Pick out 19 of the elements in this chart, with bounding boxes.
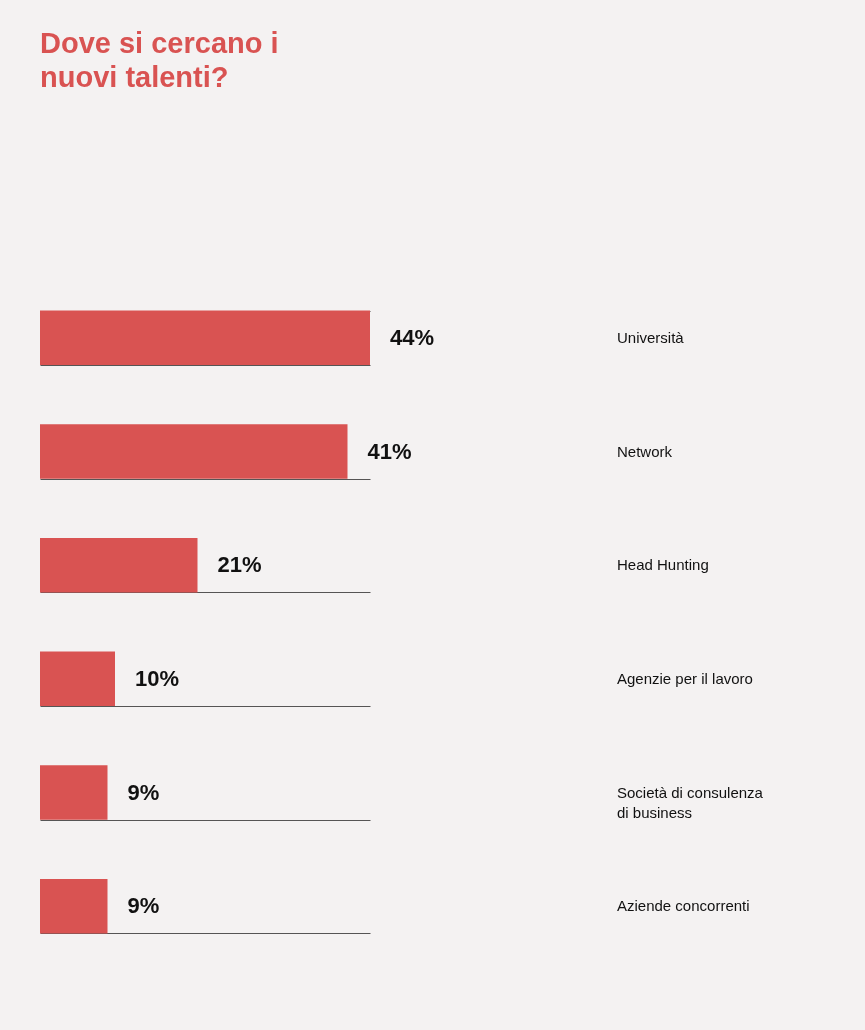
data-label: 9% <box>127 893 160 919</box>
bar <box>40 765 108 820</box>
bar <box>40 537 198 593</box>
data-label: 9% <box>127 779 160 805</box>
y-tick-label: Agenzie per il lavoro <box>617 669 753 687</box>
data-label: 41% <box>367 438 412 464</box>
data-label: 21% <box>217 552 262 578</box>
chart-title: Dove si cercano i nuovi talenti? <box>40 27 279 93</box>
y-tick-label: Università <box>617 328 685 346</box>
y-tick-label: Aziende concorrenti <box>617 897 750 915</box>
y-tick-label: Network <box>617 442 673 460</box>
bar <box>40 424 348 479</box>
y-tick-label: Società di consulenza di business <box>617 783 764 821</box>
data-label: 44% <box>390 324 435 350</box>
bar <box>40 878 108 934</box>
bar <box>40 310 370 366</box>
bar <box>40 651 115 707</box>
data-label: 10% <box>135 665 180 691</box>
y-tick-label: Head Hunting <box>617 556 709 574</box>
